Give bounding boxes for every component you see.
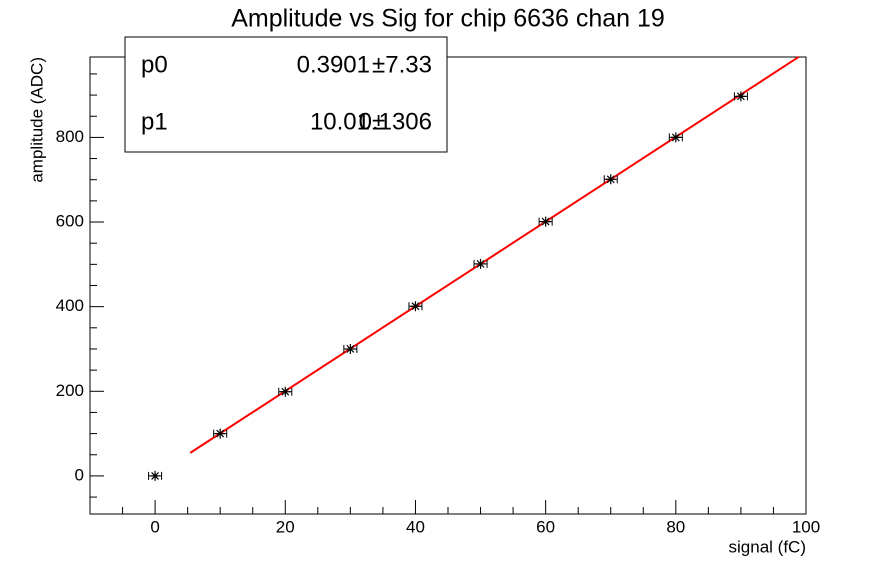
x-tick-label: 20 bbox=[276, 517, 295, 536]
x-tick-label: 60 bbox=[536, 517, 555, 536]
param-error: 0.1306 bbox=[359, 108, 432, 135]
plot-area: 0 20 40 60 80 100 0 200 400 600 800 bbox=[56, 56, 820, 536]
y-tick-label: 600 bbox=[56, 212, 84, 231]
chart-title: Amplitude vs Sig for chip 6636 chan 19 bbox=[231, 5, 665, 33]
param-error: 7.33 bbox=[385, 51, 432, 78]
y-tick-label: 0 bbox=[75, 465, 84, 484]
data-point bbox=[540, 216, 551, 227]
x-axis-title: signal (fC) bbox=[729, 537, 806, 556]
param-value: 10.01 bbox=[310, 108, 370, 135]
y-axis-title: amplitude (ADC) bbox=[27, 57, 46, 183]
y-tick-label: 400 bbox=[56, 296, 84, 315]
data-point bbox=[410, 301, 421, 312]
y-tick-label: 800 bbox=[56, 127, 84, 146]
x-tick-label: 0 bbox=[150, 517, 159, 536]
param-name: p0 bbox=[141, 51, 168, 78]
param-value: 0.3901 bbox=[297, 51, 370, 78]
data-point bbox=[670, 132, 681, 143]
x-tick-label: 100 bbox=[792, 517, 820, 536]
data-point bbox=[735, 91, 746, 102]
x-tick-label: 80 bbox=[666, 517, 685, 536]
x-tick-label: 40 bbox=[406, 517, 425, 536]
data-point bbox=[345, 343, 356, 354]
data-point bbox=[605, 174, 616, 185]
data-point bbox=[280, 386, 291, 397]
data-point bbox=[215, 428, 226, 439]
stats-box bbox=[124, 36, 448, 153]
param-pm: ± bbox=[372, 51, 385, 78]
data-point bbox=[150, 470, 161, 481]
fit-line bbox=[189, 56, 800, 454]
data-point bbox=[475, 258, 486, 269]
param-name: p1 bbox=[141, 108, 168, 135]
param-pm: ± bbox=[372, 108, 385, 135]
y-tick-label: 200 bbox=[56, 381, 84, 400]
